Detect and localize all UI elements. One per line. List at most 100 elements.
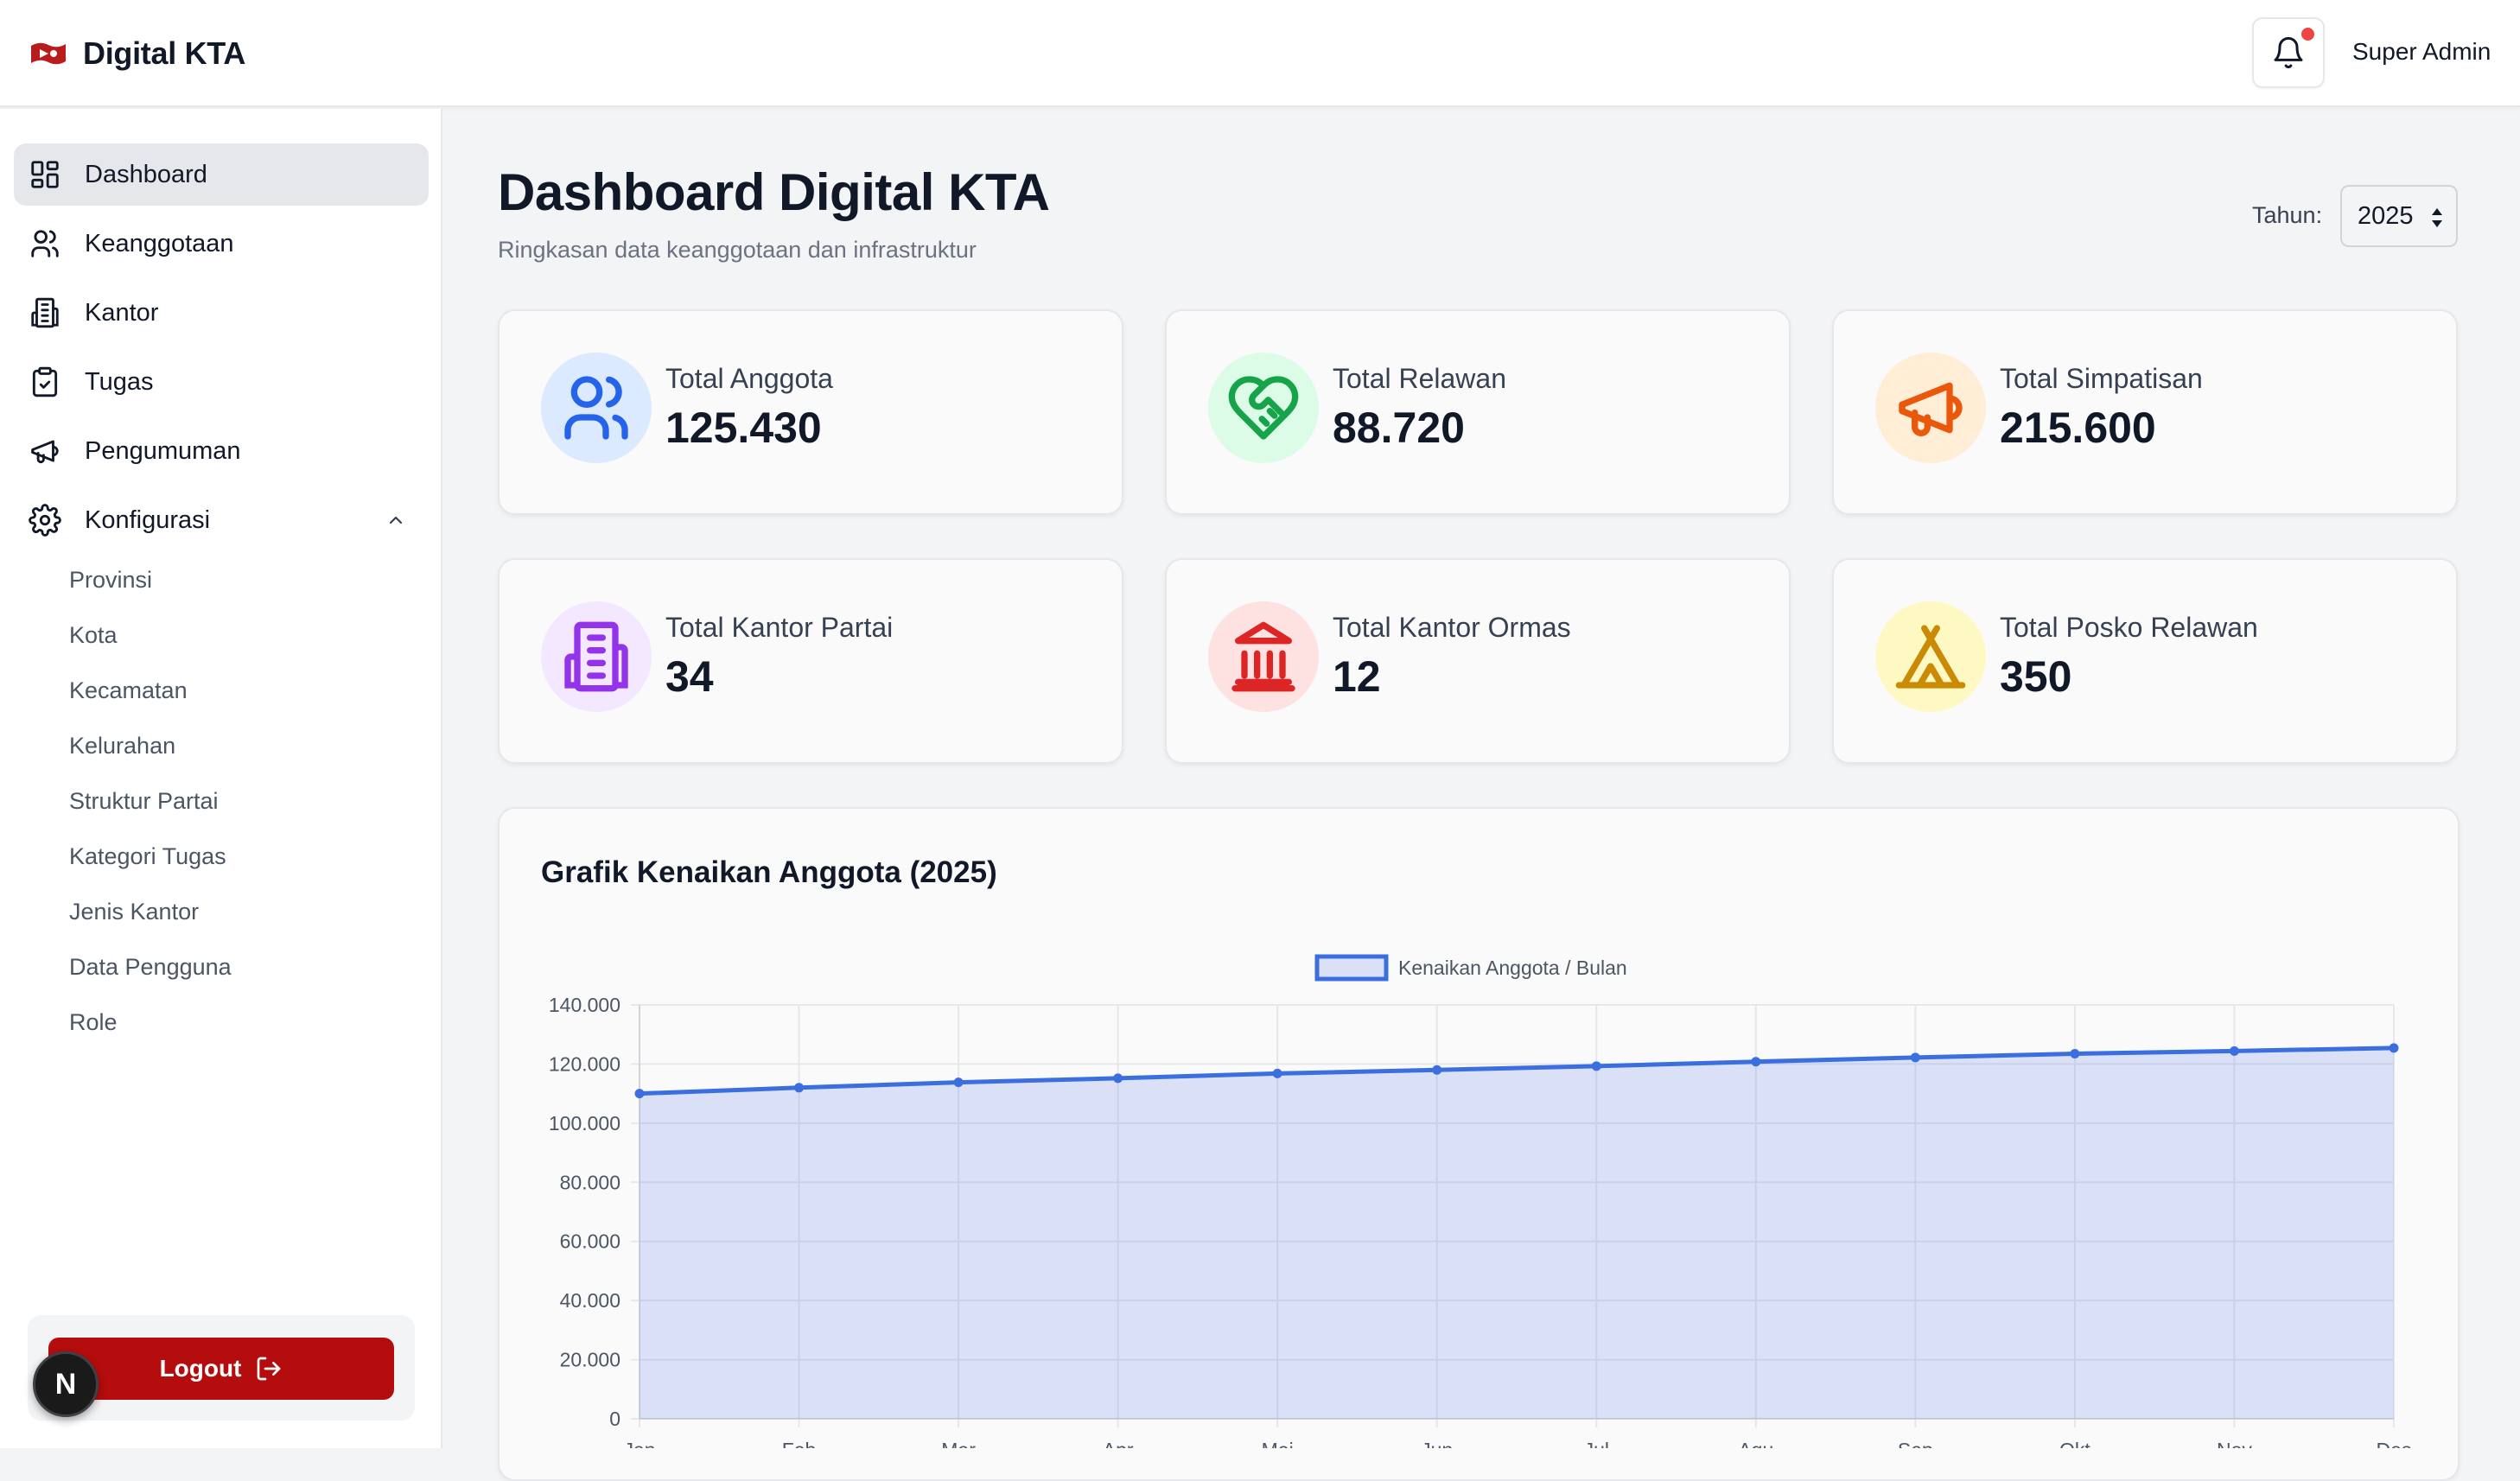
x-tick-label: Mar	[941, 1439, 976, 1448]
series-line	[639, 1046, 2395, 1096]
y-tick-label: 20.000	[560, 1349, 620, 1371]
sidebar-item-pengumuman[interactable]: Pengumuman	[14, 420, 429, 482]
user-name[interactable]: Super Admin	[2352, 38, 2491, 65]
y-tick-label: 0	[609, 1408, 620, 1430]
dashboard-icon	[28, 157, 62, 192]
x-tick-label: Mei	[1262, 1439, 1294, 1448]
data-point	[1272, 1068, 1282, 1078]
sidebar-item-keanggotaan[interactable]: Keanggotaan	[14, 213, 429, 275]
megaphone-icon	[28, 434, 62, 468]
sidebar-item-label: Kantor	[85, 298, 159, 327]
y-tick-label: 120.000	[549, 1052, 620, 1075]
stat-value: 34	[665, 652, 714, 701]
brand[interactable]: Digital KTA	[28, 33, 245, 74]
sidebar-subitem-kategori-tugas[interactable]: Kategori Tugas	[69, 843, 226, 869]
chart-card	[498, 807, 2460, 1481]
sidebar-subitem-jenis-kantor[interactable]: Jenis Kantor	[69, 899, 200, 925]
sidebar-item-label: Keanggotaan	[85, 229, 234, 257]
x-tick-label: Nov	[2217, 1439, 2252, 1448]
stat-card-total-posko-relawan: Total Posko Relawan 350	[1832, 558, 2458, 764]
logout-button[interactable]: Logout	[48, 1338, 394, 1400]
sidebar-subitem-provinsi[interactable]: Provinsi	[69, 567, 153, 593]
stat-card-total-relawan: Total Relawan 88.720	[1165, 309, 1791, 515]
landmark-icon	[1231, 621, 1295, 692]
gear-icon	[28, 503, 62, 537]
stat-label: Total Simpatisan	[2000, 363, 2203, 394]
x-tick-label: Okt	[2059, 1439, 2090, 1448]
data-point	[1591, 1061, 1601, 1071]
x-tick-label: Jan	[623, 1439, 655, 1448]
stat-card-total-kantor-partai: Total Kantor Partai 34	[498, 558, 1123, 764]
stat-value: 12	[1333, 652, 1381, 701]
sidebar-item-dashboard[interactable]: Dashboard	[14, 143, 429, 206]
select-arrows-icon	[2432, 208, 2442, 227]
sidebar-subitem-role[interactable]: Role	[69, 1009, 118, 1035]
megaphone-icon	[1899, 382, 1963, 436]
stat-card-total-kantor-ormas: Total Kantor Ormas 12	[1165, 558, 1791, 764]
y-tick-label: 40.000	[560, 1289, 620, 1312]
x-tick-label: Agu	[1738, 1439, 1773, 1448]
chart-title: Grafik Kenaikan Anggota (2025)	[541, 855, 997, 889]
legend-swatch	[1314, 954, 1389, 982]
year-value: 2025	[2358, 201, 2414, 230]
building-icon	[28, 296, 62, 330]
stat-label: Total Relawan	[1333, 363, 1506, 394]
building-icon	[564, 621, 628, 692]
dev-badge[interactable]: N	[33, 1351, 99, 1417]
data-point	[634, 1089, 645, 1099]
sidebar-item-kantor[interactable]: Kantor	[14, 282, 429, 344]
notification-button[interactable]	[2252, 17, 2325, 88]
stat-icon-circle	[541, 353, 652, 463]
page-subtitle: Ringkasan data keanggotaan dan infrastru…	[498, 237, 977, 263]
stat-icon-circle	[1208, 353, 1319, 463]
data-point	[953, 1077, 964, 1088]
data-point	[2070, 1048, 2080, 1058]
stat-label: Total Kantor Ormas	[1333, 612, 1571, 643]
x-tick-label: Des	[2377, 1439, 2412, 1448]
sidebar-item-tugas[interactable]: Tugas	[14, 351, 429, 413]
stat-value: 88.720	[1333, 404, 1465, 452]
sidebar-subitem-kecamatan[interactable]: Kecamatan	[69, 677, 188, 703]
data-point	[794, 1083, 805, 1093]
y-tick-label: 100.000	[549, 1112, 620, 1135]
sidebar-item-label: Pengumuman	[85, 436, 241, 465]
sidebar-item-label: Tugas	[85, 367, 154, 396]
users-icon	[564, 376, 628, 440]
year-label: Tahun:	[2252, 202, 2323, 228]
stat-value: 125.430	[665, 404, 822, 452]
sidebar-item-label: Dashboard	[85, 160, 207, 188]
data-point	[1432, 1065, 1442, 1075]
flag-logo-icon	[31, 42, 66, 65]
sidebar-subitem-struktur-partai[interactable]: Struktur Partai	[69, 788, 219, 814]
chevron-up-icon[interactable]	[385, 510, 406, 531]
y-tick-label: 60.000	[560, 1230, 620, 1253]
data-point	[1751, 1057, 1761, 1067]
stat-icon-circle	[1875, 601, 1986, 712]
stat-value: 350	[2000, 652, 2072, 701]
sidebar-item-konfigurasi[interactable]: Konfigurasi	[14, 489, 429, 551]
series-area	[640, 1047, 2394, 1419]
top-bar: Digital KTA Super Admin	[0, 0, 2520, 107]
stat-card-total-anggota: Total Anggota 125.430	[498, 309, 1123, 515]
year-select[interactable]: 2025	[2340, 185, 2458, 247]
sidebar-subitem-kota[interactable]: Kota	[69, 622, 118, 648]
stat-icon-circle	[1875, 353, 1986, 463]
x-tick-label: Jul	[1584, 1439, 1609, 1448]
stat-label: Total Anggota	[665, 363, 833, 394]
sidebar-subitem-kelurahan[interactable]: Kelurahan	[69, 733, 176, 759]
page-title: Dashboard Digital KTA	[498, 163, 1050, 221]
stat-icon-circle	[1208, 601, 1319, 712]
sidebar-subitem-data-pengguna[interactable]: Data Pengguna	[69, 954, 232, 980]
x-tick-label: Apr	[1103, 1439, 1134, 1448]
y-tick-label: 140.000	[549, 994, 620, 1016]
x-tick-label: Sep	[1898, 1439, 1933, 1448]
app-title: Digital KTA	[83, 35, 246, 71]
member-growth-chart: 0 20.000 40.000 60.000 80.000 100.000 120.000 1…	[549, 954, 2412, 1448]
logout-label: Logout	[159, 1355, 242, 1382]
users-icon	[28, 226, 62, 261]
stat-value: 215.600	[2000, 404, 2156, 452]
y-tick-label: 80.000	[560, 1171, 620, 1193]
sidebar-item-label: Konfigurasi	[85, 505, 211, 534]
notification-dot	[2301, 28, 2314, 41]
stat-card-total-simpatisan: Total Simpatisan 215.600	[1832, 309, 2458, 515]
